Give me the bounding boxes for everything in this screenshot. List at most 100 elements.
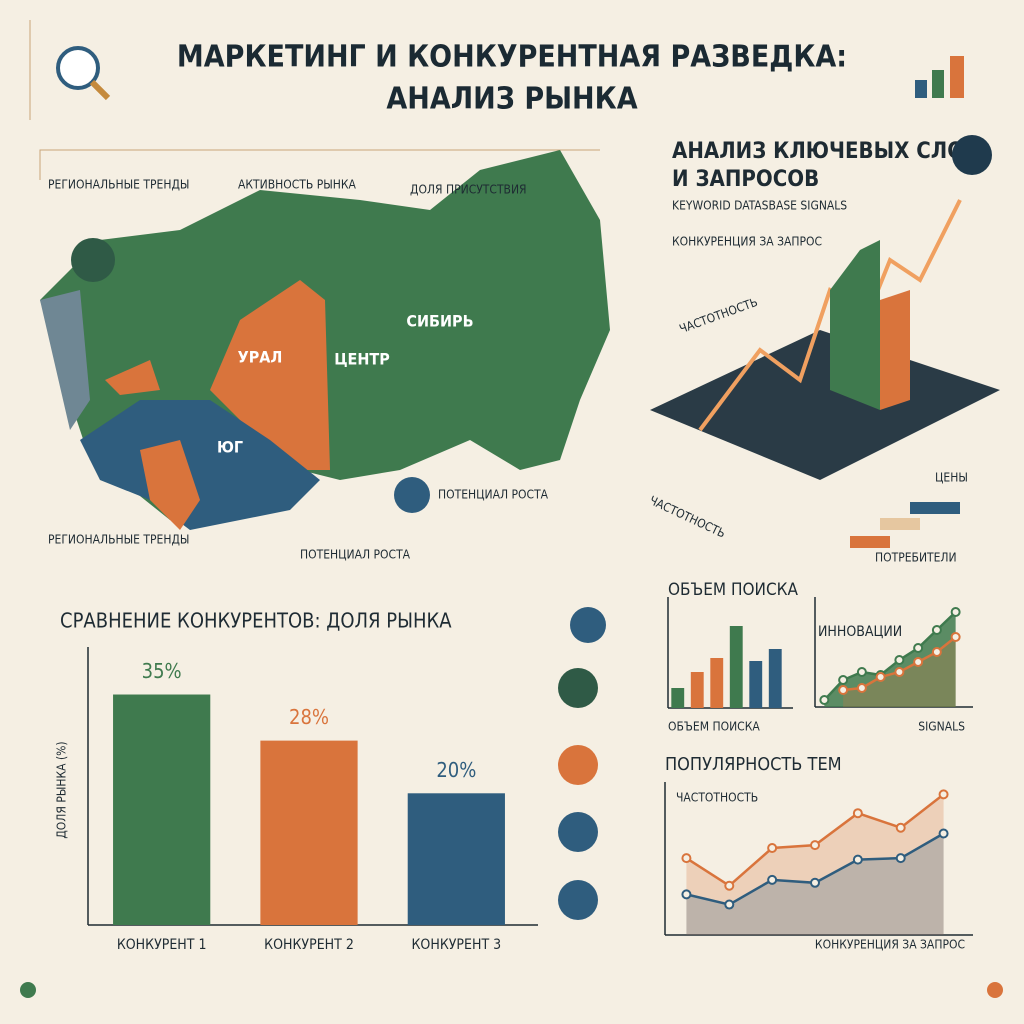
point: [810, 840, 820, 851]
point: [681, 889, 692, 900]
bar: [690, 672, 704, 708]
value-label: 20%: [436, 758, 476, 782]
chart-title: ПОПУЛЯРНОСТЬ ТЕМ: [665, 754, 842, 775]
y-axis-label: ДОЛЯ РЫНКА (%): [55, 741, 69, 838]
point: [913, 643, 924, 653]
dot: [987, 982, 1003, 998]
icon: [952, 135, 992, 175]
region-label: СИБИРЬ: [406, 312, 473, 331]
point: [938, 828, 949, 839]
bar: [749, 661, 763, 708]
point: [875, 672, 886, 682]
map-label: ДОЛЯ ПРИСУТСТВИЯ: [410, 183, 527, 197]
icon: [950, 56, 964, 98]
x-tick-label: КОНКУРЕНТ 2: [264, 937, 354, 953]
region-label: УРАЛ: [238, 348, 283, 367]
decor-line: [29, 20, 600, 180]
icon: [394, 477, 430, 513]
x-axis-label: КОНКУРЕНЦИЯ ЗА ЗАПРОС: [815, 938, 965, 952]
icon: [558, 812, 598, 852]
point: [938, 789, 949, 800]
point: [767, 874, 778, 885]
title: МАРКЕТИНГ И КОНКУРЕНТНАЯ РАЗВЕДКА:: [177, 40, 847, 75]
dot: [20, 982, 36, 998]
map-label: РЕГИОНАЛЬНЫЕ ТРЕНДЫ: [48, 533, 189, 547]
label: КОНКУРЕНЦИЯ ЗА ЗАПРОС: [672, 235, 822, 249]
point: [894, 667, 905, 677]
decor-bar: [910, 502, 960, 514]
icon: [915, 80, 927, 98]
map-label: ПОТЕНЦИАЛ РОСТА: [300, 548, 411, 562]
point: [950, 607, 961, 617]
point: [895, 822, 906, 833]
decor-bar: [880, 518, 920, 530]
decor-bar: [830, 240, 880, 410]
bar: [113, 694, 211, 925]
icon: [558, 880, 598, 920]
chart-title: ИННОВАЦИИ: [818, 624, 902, 640]
area: [686, 794, 944, 935]
area: [824, 612, 956, 707]
decor-bar: [880, 290, 910, 410]
map-region: [210, 280, 330, 470]
icon: [932, 70, 944, 98]
subtitle: KEYWORID DATASBASE SIGNALS: [672, 199, 847, 213]
point: [894, 655, 905, 665]
charts: СРАВНЕНИЕ КОНКУРЕНТОВ: ДОЛЯ РЫНКА ДОЛЯ РЫ…: [55, 580, 973, 953]
value-label: 28%: [289, 705, 329, 729]
section-title: АНАЛИЗ КЛЮЧЕВЫХ СЛОВ: [672, 139, 979, 164]
icon: [570, 607, 606, 643]
value-label: 35%: [142, 659, 182, 683]
map-label: РЕГИОНАЛЬНЫЕ ТРЕНДЫ: [48, 178, 189, 192]
point: [895, 853, 906, 864]
point: [724, 880, 735, 891]
map-label: АКТИВНОСТЬ РЫНКА: [238, 178, 357, 192]
point: [913, 657, 924, 667]
map-region: [105, 360, 160, 395]
point: [931, 625, 942, 635]
point: [931, 647, 942, 657]
region-label: ЦЕНТР: [334, 350, 390, 369]
search-icon: [56, 46, 100, 90]
point: [681, 853, 692, 864]
point: [767, 843, 778, 853]
y-axis-label: ЧАСТОТНОСТЬ: [676, 791, 758, 805]
point: [856, 683, 867, 693]
map-region: [40, 290, 90, 430]
bar: [710, 658, 724, 708]
bar: [671, 688, 685, 708]
x-tick-label: КОНКУРЕНТ 1: [117, 937, 207, 953]
point: [950, 632, 961, 642]
icon: [558, 745, 598, 785]
map: [40, 150, 610, 530]
section-title: И ЗАПРОСОВ: [672, 167, 819, 192]
bar: [407, 793, 505, 925]
platform: [650, 330, 1000, 480]
label: ПОТРЕБИТЕЛИ: [875, 551, 957, 565]
map-region: [80, 400, 320, 530]
region-label: ЮГ: [217, 438, 243, 457]
decor-bar: [850, 536, 890, 548]
chart-title: ОБЪЕМ ПОИСКА: [668, 580, 798, 600]
x-axis-label: SIGNALS: [918, 720, 965, 734]
title: АНАЛИЗ РЫНКА: [386, 82, 637, 117]
x-axis-label: ОБЪЕМ ПОИСКА: [668, 720, 760, 734]
map-label: ПОТЕНЦИАЛ РОСТА: [438, 488, 549, 502]
search-icon: [89, 79, 111, 101]
point: [852, 808, 863, 819]
label: ЦЕНЫ: [935, 471, 968, 485]
x-tick-label: КОНКУРЕНТ 3: [411, 937, 501, 953]
point: [852, 854, 863, 865]
point: [810, 877, 820, 888]
bar: [768, 649, 782, 708]
icon: [71, 238, 115, 282]
point: [856, 667, 867, 677]
chart-title: СРАВНЕНИЕ КОНКУРЕНТОВ: ДОЛЯ РЫНКА: [60, 609, 452, 633]
icon: [558, 668, 598, 708]
map-region: [140, 440, 200, 530]
bar: [729, 626, 743, 708]
point: [724, 899, 735, 910]
point: [838, 685, 849, 695]
